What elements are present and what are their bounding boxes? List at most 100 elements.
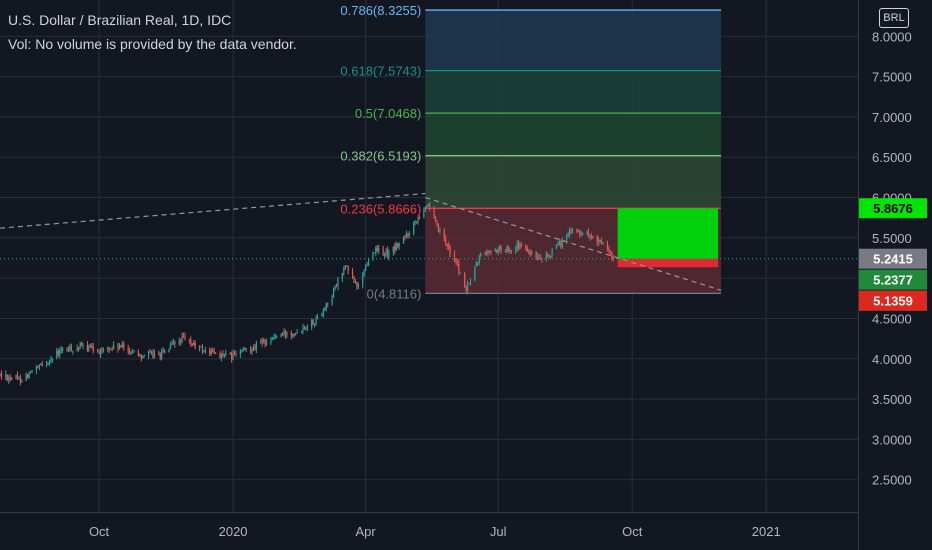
- candle-body: [443, 230, 445, 239]
- candle-body: [219, 353, 221, 358]
- candle-body: [292, 334, 294, 336]
- candle-body: [357, 284, 359, 287]
- candle-body: [611, 251, 613, 258]
- candle-body: [519, 244, 521, 249]
- candle-body: [210, 350, 212, 355]
- candle-body: [130, 352, 132, 354]
- candle-body: [51, 358, 54, 360]
- candle-body: [388, 251, 390, 257]
- candle-body: [449, 246, 451, 254]
- candle-body: [123, 344, 125, 349]
- price-axis-tick-label: 3.0000: [872, 432, 912, 447]
- candle-body: [335, 285, 338, 287]
- candle-body: [347, 265, 349, 272]
- candle-body: [341, 273, 343, 279]
- candle-body: [92, 346, 94, 352]
- candle-body: [102, 348, 105, 350]
- candle-body: [525, 245, 527, 249]
- candle-body: [417, 216, 419, 223]
- candle-body: [312, 319, 314, 325]
- candle-body: [255, 342, 257, 350]
- candle-body: [47, 363, 49, 365]
- candle-body: [477, 261, 479, 264]
- candle-body: [251, 349, 253, 352]
- candle-body: [382, 248, 384, 256]
- candle-body: [485, 251, 488, 255]
- candle-body: [424, 207, 426, 211]
- candle-body: [200, 346, 202, 348]
- time-axis-tick-label: Jul: [490, 524, 507, 539]
- candle-body: [213, 351, 215, 354]
- candle-body: [76, 348, 78, 352]
- candle-body: [337, 278, 339, 287]
- candle-body: [596, 236, 598, 242]
- candle-body: [78, 348, 80, 350]
- trend-line: [0, 192, 426, 229]
- candle-body: [448, 245, 450, 247]
- candle-body: [180, 340, 182, 343]
- candle-body: [579, 230, 581, 235]
- price-axis-tick-label: 6.5000: [872, 150, 912, 165]
- candle-body: [362, 274, 364, 285]
- candle-body: [453, 253, 456, 260]
- candle-body: [334, 285, 336, 289]
- time-axis-tick-label: Oct: [622, 524, 643, 539]
- price-badge-label: 5.2377: [873, 273, 913, 288]
- candle-body: [536, 256, 539, 258]
- candle-body: [140, 354, 142, 358]
- candle-body: [194, 343, 196, 348]
- candle-body: [456, 261, 459, 263]
- fib-band: [425, 113, 722, 156]
- candle-body: [86, 344, 89, 352]
- candle-body: [418, 216, 421, 218]
- candle-body: [229, 352, 231, 354]
- candle-body: [469, 281, 472, 284]
- candle-body: [582, 234, 584, 236]
- candle-body: [249, 349, 252, 352]
- candle-body: [295, 333, 297, 335]
- plot-area: 0(4.8116) 0.236(5.8666) 0.382(6.5193) 0.5(7…: [0, 0, 858, 512]
- candle-body: [367, 258, 370, 265]
- candle-body: [41, 364, 43, 366]
- candle-body: [416, 221, 418, 223]
- candle-body: [557, 244, 559, 246]
- candle-body: [488, 250, 491, 254]
- price-badge-stop: [859, 290, 927, 311]
- candle-body: [25, 374, 27, 381]
- candle-body: [602, 243, 604, 245]
- fib-band: [425, 155, 722, 209]
- currency-badge[interactable]: BRL: [879, 8, 909, 28]
- candle-body: [398, 242, 400, 247]
- candle-body: [56, 350, 58, 359]
- candle-body: [303, 327, 306, 330]
- candle-body: [455, 259, 457, 262]
- candle-body: [392, 246, 394, 252]
- candle-body: [458, 262, 460, 273]
- candle-body: [526, 248, 528, 251]
- candle-body: [437, 226, 440, 233]
- candle-body: [101, 348, 103, 353]
- price-axis-tick-label: 8.0000: [872, 29, 912, 44]
- candle-body: [220, 353, 223, 358]
- candle-body: [214, 353, 217, 355]
- candle-body: [57, 350, 59, 355]
- candle-body: [212, 350, 214, 352]
- time-axis-tick-label: 2020: [219, 524, 248, 539]
- candle-body: [70, 345, 72, 352]
- candle-body: [254, 347, 256, 350]
- price-axis-tick-label: 4.0000: [872, 352, 912, 367]
- candle-body: [188, 339, 190, 341]
- candle-body: [72, 351, 74, 353]
- candle-body: [241, 350, 243, 352]
- candle-body: [21, 380, 23, 383]
- candle-body: [0, 373, 3, 377]
- candle-body: [107, 347, 109, 349]
- candle-body: [133, 350, 135, 353]
- candle-body: [478, 255, 480, 262]
- candle-body: [404, 237, 406, 239]
- candle-body: [528, 250, 530, 254]
- candle-body: [346, 265, 348, 267]
- fib-level-label: 0(4.8116): [367, 286, 422, 301]
- price-badge-current: [859, 248, 927, 269]
